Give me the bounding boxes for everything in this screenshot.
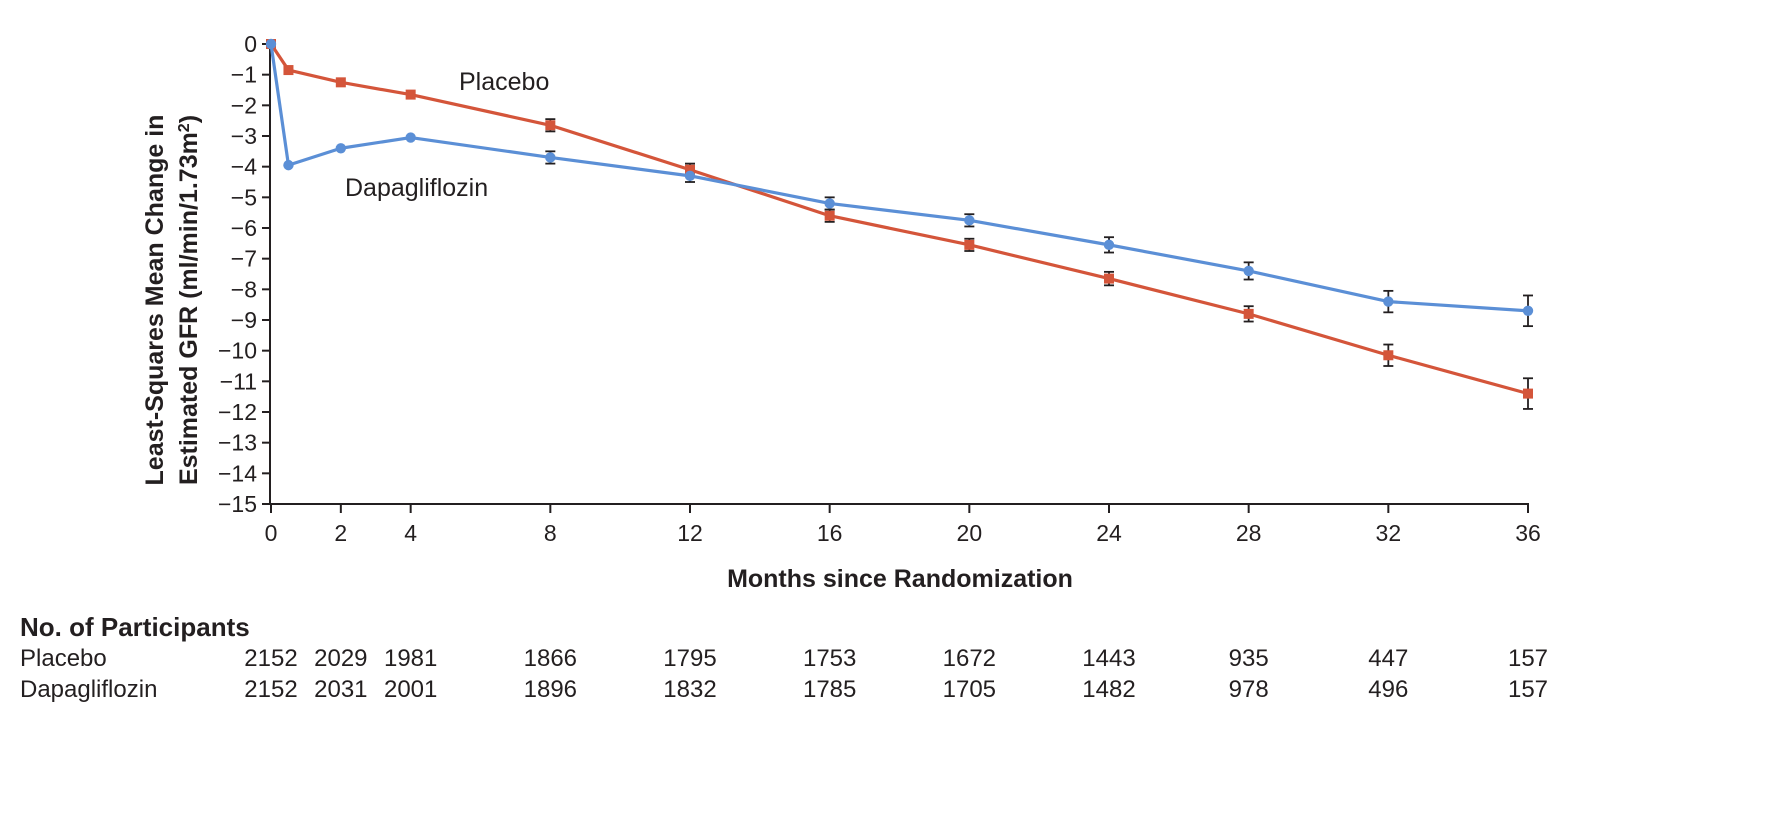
x-tick-label: 0 bbox=[265, 520, 278, 546]
at-risk-value: 1672 bbox=[943, 645, 996, 672]
placebo-point bbox=[283, 65, 294, 76]
at-risk-row-label: Placebo bbox=[20, 645, 107, 672]
y-tick-label: −4 bbox=[231, 154, 257, 180]
y-axis: 0 −1 −2 −3 −4 −5 −6 −7 −8 −9 −10 −11 −12 −13 −14 −15 bbox=[218, 31, 271, 517]
at-risk-value: 1896 bbox=[524, 676, 577, 703]
x-axis-title: Months since Randomization bbox=[727, 565, 1073, 593]
at-risk-value: 496 bbox=[1368, 676, 1408, 703]
x-tick-label: 16 bbox=[817, 520, 843, 546]
dapagliflozin-point bbox=[1522, 305, 1534, 316]
at-risk-value: 447 bbox=[1368, 645, 1408, 672]
y-axis-title-close: ) bbox=[175, 115, 203, 123]
placebo-point bbox=[405, 89, 416, 100]
y-tick-label: −1 bbox=[231, 62, 257, 88]
at-risk-value: 1795 bbox=[663, 645, 716, 672]
at-risk-value: 1443 bbox=[1082, 645, 1135, 672]
dapagliflozin-series-label: Dapagliflozin bbox=[345, 174, 488, 202]
y-tick-label: −15 bbox=[218, 491, 257, 517]
dapagliflozin-point bbox=[1243, 265, 1254, 277]
at-risk-value: 1785 bbox=[803, 676, 856, 703]
dapagliflozin-point bbox=[545, 152, 556, 163]
placebo-series-line bbox=[269, 43, 1529, 396]
x-tick-label: 24 bbox=[1096, 520, 1122, 546]
y-axis-title-superscript: 2 bbox=[176, 123, 193, 132]
at-risk-title: No. of Participants bbox=[20, 612, 250, 642]
x-tick-label: 32 bbox=[1376, 520, 1402, 546]
dapagliflozin-point bbox=[283, 159, 294, 171]
y-axis-title: Least-Squares Mean Change in Estimated G… bbox=[141, 115, 203, 486]
dapagliflozin-point bbox=[824, 198, 835, 209]
at-risk-value: 2029 bbox=[314, 645, 367, 672]
dapagliflozin-point bbox=[265, 38, 277, 50]
y-tick-label: 0 bbox=[244, 31, 257, 57]
dapagliflozin-point bbox=[405, 132, 416, 143]
y-tick-label: −10 bbox=[218, 338, 257, 364]
x-tick-label: 36 bbox=[1515, 520, 1541, 546]
y-tick-label: −5 bbox=[231, 184, 257, 210]
dapagliflozin-point bbox=[335, 143, 347, 154]
x-tick-label: 8 bbox=[544, 520, 557, 546]
at-risk-value: 1482 bbox=[1082, 676, 1135, 703]
y-tick-label: −3 bbox=[231, 123, 257, 149]
y-tick-label: −8 bbox=[231, 276, 257, 302]
dapagliflozin-point bbox=[1383, 296, 1394, 307]
placebo-point bbox=[1104, 273, 1114, 284]
dapagliflozin-series-line bbox=[269, 43, 1529, 313]
at-risk-value: 1705 bbox=[943, 676, 996, 703]
at-risk-value: 2152 bbox=[244, 645, 297, 672]
at-risk-value: 1832 bbox=[663, 676, 716, 703]
at-risk-value: 2001 bbox=[384, 676, 437, 703]
dapagliflozin-point bbox=[684, 170, 696, 182]
at-risk-value: 978 bbox=[1229, 676, 1269, 703]
at-risk-value: 2031 bbox=[314, 676, 367, 703]
placebo-point bbox=[824, 210, 835, 221]
at-risk-value: 1753 bbox=[803, 645, 856, 672]
series-layer bbox=[265, 38, 1534, 410]
at-risk-value: 1866 bbox=[524, 645, 577, 672]
at-risk-value: 157 bbox=[1508, 645, 1548, 672]
at-risk-value: 2152 bbox=[244, 676, 297, 703]
at-risk-value: 157 bbox=[1508, 676, 1548, 703]
y-axis-title-line2-main: Estimated GFR (ml/min/1.73m bbox=[175, 132, 203, 485]
y-tick-label: −6 bbox=[231, 215, 257, 241]
y-tick-label: −9 bbox=[231, 307, 257, 333]
x-tick-label: 12 bbox=[677, 520, 703, 546]
y-axis-title-line1: Least-Squares Mean Change in bbox=[141, 115, 169, 486]
y-tick-label: −11 bbox=[220, 368, 257, 394]
x-axis: 0 2 4 8 12 16 20 24 28 32 36 bbox=[265, 503, 1541, 546]
dapagliflozin-point bbox=[1103, 239, 1115, 251]
placebo-point bbox=[545, 120, 556, 131]
y-tick-label: −7 bbox=[231, 246, 257, 272]
x-tick-label: 2 bbox=[334, 520, 347, 546]
y-tick-label: −2 bbox=[231, 92, 257, 118]
y-axis-title-line2: Estimated GFR (ml/min/1.73m2) bbox=[175, 115, 203, 485]
x-tick-label: 28 bbox=[1236, 520, 1262, 546]
placebo-point bbox=[335, 77, 346, 88]
y-tick-label: −12 bbox=[218, 399, 257, 425]
placebo-point bbox=[1383, 350, 1394, 361]
placebo-point bbox=[1523, 388, 1533, 399]
placebo-point bbox=[1243, 308, 1254, 319]
at-risk-row-label: Dapagliflozin bbox=[20, 676, 157, 703]
at-risk-value: 935 bbox=[1229, 645, 1269, 672]
x-tick-label: 4 bbox=[404, 520, 417, 546]
dapagliflozin-point bbox=[964, 215, 975, 226]
at-risk-value: 1981 bbox=[384, 645, 437, 672]
placebo-series-label: Placebo bbox=[459, 68, 549, 96]
placebo-point bbox=[685, 164, 695, 175]
placebo-point bbox=[964, 239, 975, 250]
y-tick-label: −14 bbox=[218, 460, 257, 486]
x-tick-label: 20 bbox=[957, 520, 983, 546]
at-risk-table: No. of Participants Placebo 2152 2029 1981 1… bbox=[20, 612, 1548, 703]
y-tick-label: −13 bbox=[218, 430, 257, 456]
